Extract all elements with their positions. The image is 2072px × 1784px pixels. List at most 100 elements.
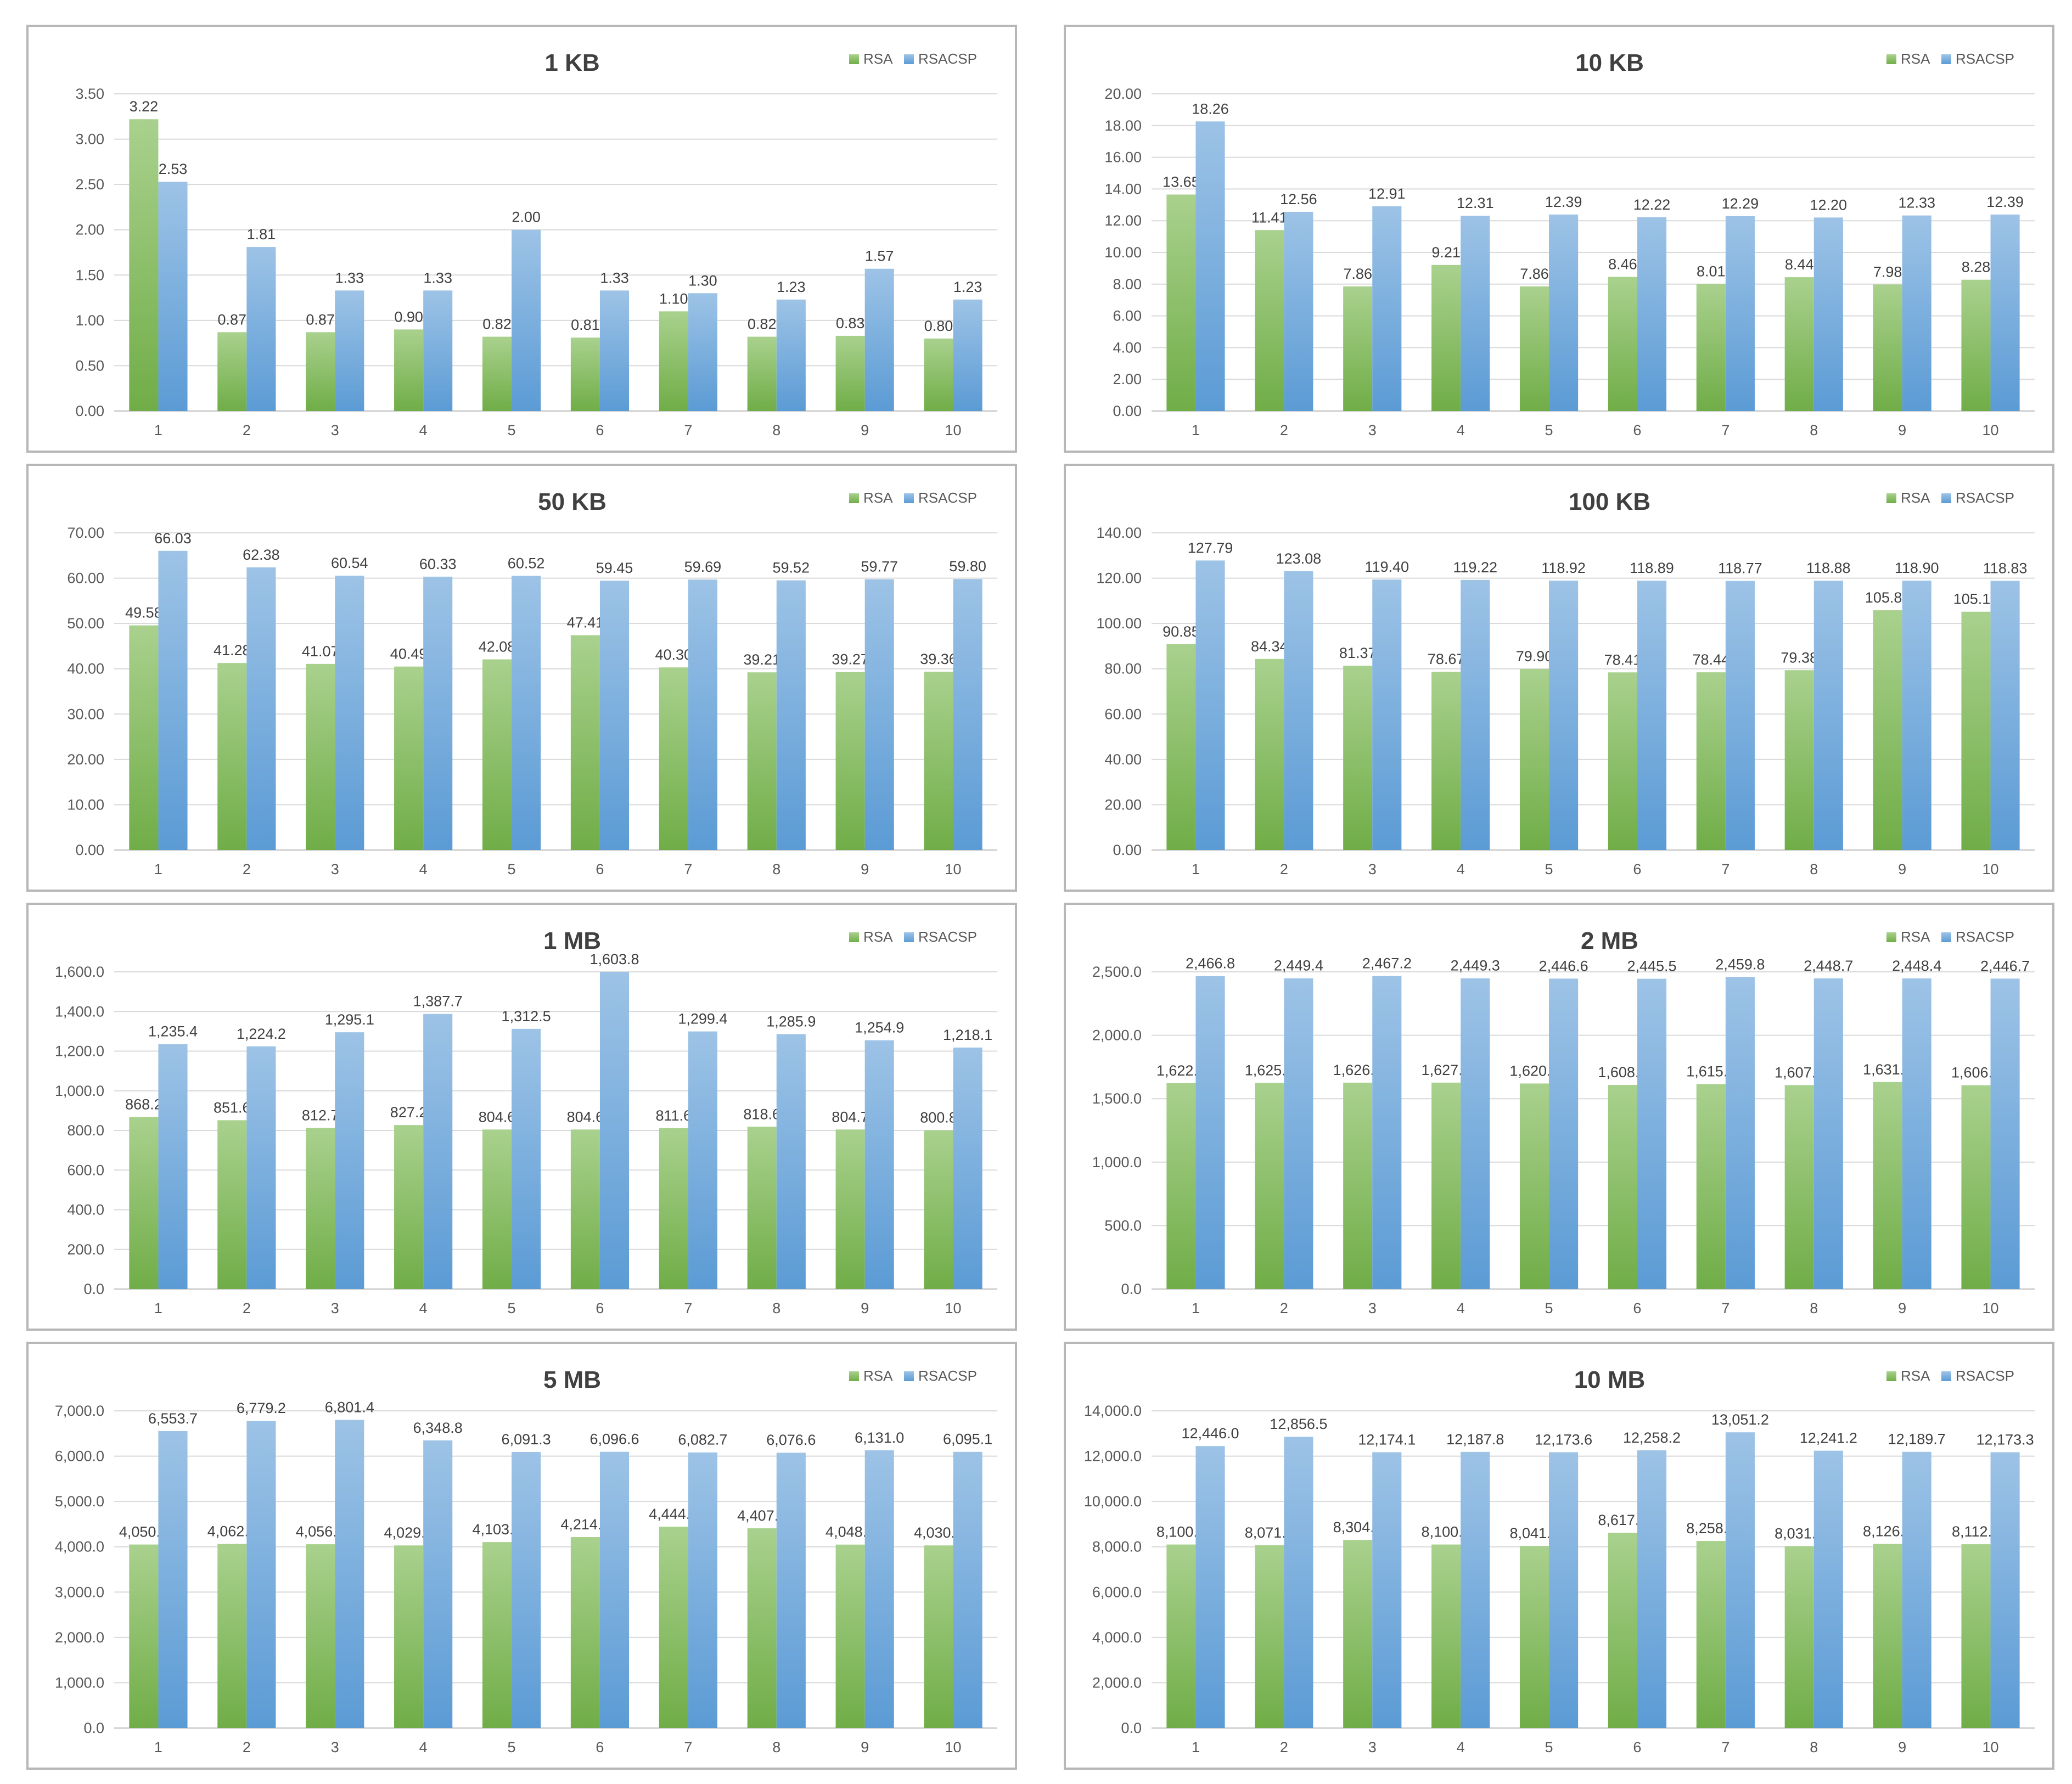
data-label-rsacsp-4: 12.31: [1457, 195, 1494, 211]
bar-chart: 100 KB RSA RSACSP 0.00 20.00 40.00 60.00 80.00 1…: [1096, 488, 2035, 877]
y-tick-label: 2,500.0: [1092, 964, 1142, 980]
bar-rsa-2: [1255, 659, 1284, 850]
data-label-rsacsp-10: 1.23: [953, 279, 982, 295]
data-label-rsacsp-3: 6,801.4: [325, 1399, 374, 1415]
data-label-rsa-4: 9.21: [1431, 244, 1461, 261]
bar-rsacsp-4: [423, 1440, 453, 1728]
bar-rsacsp-10: [1990, 581, 2020, 850]
bar-rsa-7: [659, 1128, 688, 1289]
y-tick-label: 40.00: [1104, 751, 1142, 768]
y-tick-label: 0.0: [1121, 1720, 1142, 1736]
data-label-rsacsp-9: 1,254.9: [855, 1020, 904, 1036]
legend-label-rsa: RSA: [1901, 489, 1930, 506]
data-label-rsacsp-3: 1,295.1: [325, 1011, 374, 1028]
y-tick-label: 14.00: [1104, 181, 1142, 197]
data-label-rsacsp-6: 6,096.6: [589, 1431, 639, 1448]
y-tick-label: 20.00: [1104, 86, 1142, 102]
bar-rsa-10: [1961, 1085, 1991, 1289]
bar-rsa-6: [570, 1537, 600, 1728]
data-label-rsacsp-10: 6,095.1: [943, 1431, 992, 1448]
bar-rsa-7: [1696, 284, 1726, 411]
bar-rsa-3: [306, 663, 335, 850]
data-label-rsacsp-7: 118.77: [1718, 560, 1762, 577]
x-tick-label: 8: [1810, 861, 1818, 877]
bar-rsacsp-9: [864, 579, 894, 850]
y-tick-label: 70.00: [67, 525, 104, 541]
x-tick-label: 2: [243, 1300, 251, 1316]
bar-rsa-10: [924, 338, 953, 411]
bar-rsa-4: [1431, 1082, 1461, 1289]
bar-rsacsp-6: [1637, 217, 1667, 411]
y-tick-label: 120.00: [1096, 570, 1142, 587]
y-tick-label: 3,000.0: [55, 1584, 104, 1600]
bar-rsacsp-9: [864, 1040, 894, 1289]
bar-rsa-6: [570, 337, 600, 411]
bar-rsacsp-7: [688, 1452, 717, 1728]
bar-rsa-9: [835, 335, 865, 411]
legend-label-rsacsp: RSACSP: [1956, 1367, 2014, 1384]
bar-rsa-2: [1255, 1083, 1284, 1289]
bar-rsacsp-8: [1813, 217, 1843, 411]
y-tick-label: 0.00: [75, 842, 104, 858]
x-tick-label: 8: [1810, 422, 1818, 438]
data-label-rsacsp-1: 12,446.0: [1181, 1425, 1239, 1442]
data-label-rsa-7: 78.44: [1693, 651, 1730, 668]
data-label-rsa-3: 81.37: [1339, 645, 1377, 661]
y-tick-label: 8.00: [1113, 276, 1142, 292]
bar-rsacsp-10: [1990, 1452, 2020, 1728]
legend-swatch-rsa: [849, 1371, 859, 1381]
y-tick-label: 200.0: [67, 1241, 104, 1258]
data-label-rsacsp-5: 1,312.5: [502, 1008, 551, 1025]
data-label-rsa-1: 90.85: [1163, 623, 1200, 640]
bar-rsa-10: [924, 1130, 953, 1289]
bar-rsacsp-7: [688, 579, 717, 850]
bar-rsa-4: [1431, 672, 1461, 850]
bar-rsa-5: [1519, 669, 1549, 850]
bar-rsa-10: [1961, 1544, 1991, 1728]
data-label-rsa-5: 7.86: [1520, 266, 1549, 282]
bar-rsa-7: [659, 667, 688, 850]
x-tick-label: 3: [1368, 422, 1377, 438]
data-label-rsacsp-1: 2.53: [159, 161, 188, 177]
data-label-rsacsp-5: 12,173.6: [1535, 1431, 1592, 1448]
x-tick-label: 10: [1983, 1739, 1999, 1755]
data-label-rsa-7: 1.10: [659, 290, 688, 307]
y-tick-label: 16.00: [1104, 149, 1142, 166]
y-tick-label: 2,000.0: [55, 1629, 104, 1646]
data-label-rsa-3: 0.87: [306, 311, 335, 328]
legend-label-rsa: RSA: [863, 928, 893, 945]
bar-rsa-8: [747, 336, 777, 411]
y-tick-label: 50.00: [67, 615, 104, 632]
bar-rsa-5: [1519, 1083, 1549, 1289]
bar-rsa-2: [1255, 230, 1284, 411]
bar-rsa-3: [1343, 1082, 1373, 1289]
bar-rsa-8: [747, 1528, 777, 1728]
bar-rsacsp-4: [423, 576, 453, 850]
x-tick-label: 6: [1633, 1739, 1641, 1755]
x-tick-label: 8: [772, 861, 780, 877]
data-label-rsacsp-7: 2,459.8: [1715, 956, 1765, 972]
bar-rsa-8: [1784, 670, 1814, 850]
x-tick-label: 9: [861, 861, 869, 877]
data-label-rsa-9: 804.7: [832, 1108, 869, 1125]
bar-rsa-6: [570, 1129, 600, 1289]
bar-rsacsp-5: [1549, 978, 1579, 1289]
data-label-rsacsp-9: 12.33: [1898, 195, 1935, 211]
data-label-rsacsp-10: 2,446.7: [1980, 958, 2030, 974]
legend-label-rsacsp: RSACSP: [1956, 928, 2014, 945]
x-tick-label: 6: [596, 1739, 604, 1755]
data-label-rsacsp-7: 6,082.7: [678, 1432, 727, 1448]
legend-label-rsa: RSA: [1901, 928, 1930, 945]
bar-rsa-5: [482, 1129, 512, 1289]
data-label-rsacsp-2: 6,779.2: [237, 1400, 286, 1416]
data-label-rsacsp-2: 1.81: [247, 226, 276, 243]
legend-swatch-rsacsp: [904, 493, 914, 503]
bar-rsacsp-9: [1902, 581, 1931, 850]
data-label-rsacsp-4: 1,387.7: [413, 993, 463, 1010]
legend-swatch-rsacsp: [1941, 493, 1951, 503]
bar-rsa-3: [306, 1128, 335, 1289]
data-label-rsa-7: 40.30: [655, 646, 693, 663]
y-tick-label: 8,000.0: [1092, 1539, 1142, 1555]
bar-rsacsp-5: [1549, 1452, 1579, 1728]
bar-rsacsp-4: [423, 1014, 453, 1289]
